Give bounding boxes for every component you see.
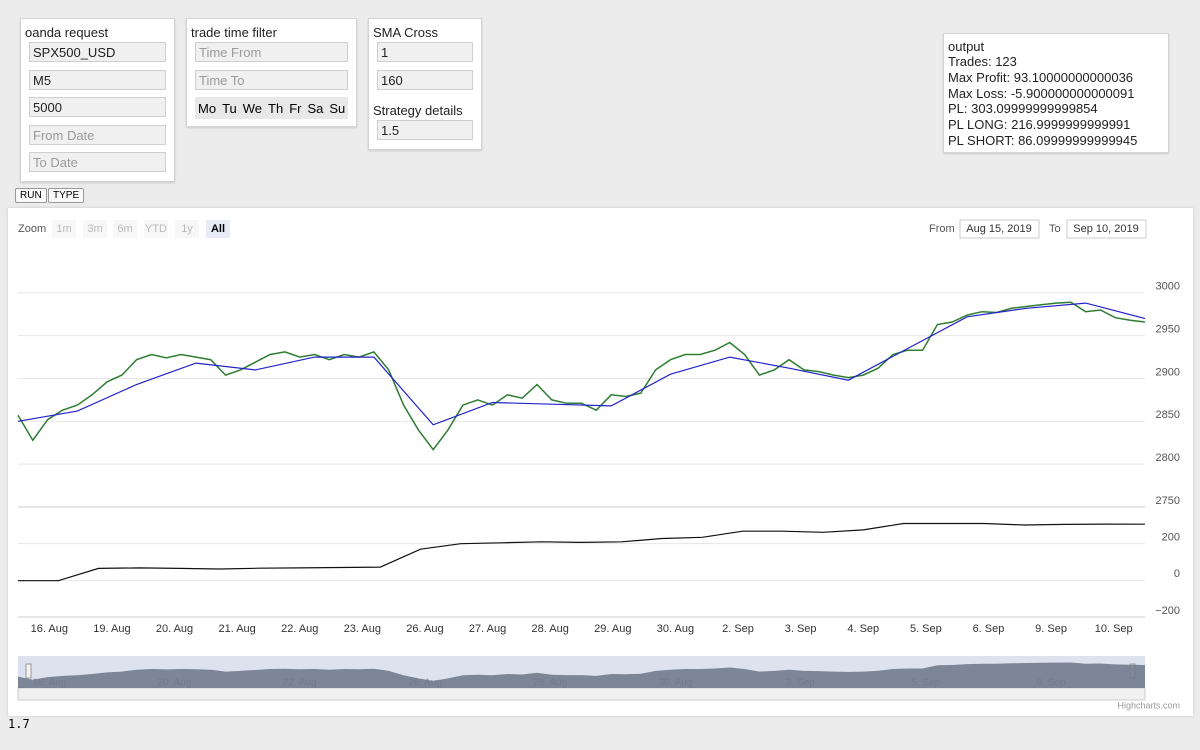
zoom-button[interactable] xyxy=(52,220,76,238)
y-tick-label: 2750 xyxy=(1156,495,1180,507)
zoom-button[interactable] xyxy=(206,220,230,238)
zoom-button-label[interactable]: 3m xyxy=(87,223,102,235)
input[interactable]: 5000 xyxy=(29,97,166,117)
y-tick-label: 3000 xyxy=(1156,281,1180,293)
input[interactable]: 1 xyxy=(377,42,473,62)
day[interactable]: We xyxy=(242,100,263,116)
oanda-panel: oanda request SPX500_USD M5 5000 From Da… xyxy=(20,18,175,182)
input[interactable]: From Date xyxy=(29,125,166,145)
panel-title: oanda request xyxy=(25,25,109,40)
output-line: PL SHORT: 86.09999999999945 xyxy=(948,133,1138,148)
credit: Highcharts.com xyxy=(1117,700,1180,710)
y-tick-label: 2950 xyxy=(1156,324,1180,336)
output-line: Max Profit: 93.10000000000036 xyxy=(948,70,1134,85)
y-tick-label: 2900 xyxy=(1156,366,1180,378)
output-line: Max Loss: -5.900000000000091 xyxy=(948,86,1135,101)
zoom-button-label[interactable]: 6m xyxy=(117,223,132,235)
x-tick-label: 3. Sep xyxy=(785,623,817,635)
run-button[interactable]: RUN xyxy=(15,188,47,203)
output-line: PL: 303.09999999999854 xyxy=(948,101,1098,116)
zoom-button-label[interactable]: YTD xyxy=(145,223,167,235)
day[interactable]: Su xyxy=(329,100,346,116)
range-input[interactable]: Aug 15, 2019 xyxy=(966,223,1031,235)
x-tick-label: 21. Aug xyxy=(218,623,255,635)
y-tick-label: 2850 xyxy=(1156,409,1180,421)
zoom-button[interactable] xyxy=(113,220,137,238)
day[interactable]: Fr xyxy=(289,100,302,116)
zoom-button-label[interactable]: 1m xyxy=(56,223,71,235)
output-line: PL LONG: 216.9999999999991 xyxy=(948,117,1131,132)
y-tick-label: −200 xyxy=(1155,605,1180,617)
day[interactable]: Mo xyxy=(198,100,217,116)
x-tick-label: 27. Aug xyxy=(469,623,506,635)
panel-title: Strategy details xyxy=(373,103,463,118)
range-input-box[interactable] xyxy=(959,219,1040,239)
navigator-handle[interactable] xyxy=(25,663,32,679)
day[interactable]: Th xyxy=(268,100,284,116)
x-tick-label: 20. Aug xyxy=(156,623,193,635)
day[interactable]: Sa xyxy=(307,100,324,116)
x-tick-label: 5. Sep xyxy=(910,623,942,635)
range-label: To xyxy=(1049,223,1061,235)
zoom-button-label[interactable]: 1y xyxy=(181,223,193,235)
input[interactable]: M5 xyxy=(29,70,166,90)
x-tick-label: 22. Aug xyxy=(281,623,318,635)
x-tick-label: 28. Aug xyxy=(532,623,569,635)
input[interactable]: To Date xyxy=(29,152,166,172)
series-line xyxy=(18,522,1146,582)
y-tick-label: 0 xyxy=(1174,568,1180,580)
zoom-button-label[interactable]: All xyxy=(211,223,225,235)
y-tick-label: 200 xyxy=(1162,532,1180,544)
sma-panel: SMA Cross 1 160 Strategy details 1.5 xyxy=(368,18,482,150)
x-tick-label: 19. Aug xyxy=(93,623,130,635)
panel-title: output xyxy=(948,39,985,54)
scrollbar[interactable] xyxy=(17,687,1146,701)
y-tick-label: 2800 xyxy=(1156,452,1180,464)
x-tick-label: 2. Sep xyxy=(722,623,754,635)
zoom-button[interactable] xyxy=(83,220,107,238)
range-label: From xyxy=(929,223,955,235)
day[interactable]: Tu xyxy=(222,100,237,116)
output-panel: output Trades: 123 Max Profit: 93.100000… xyxy=(943,33,1169,153)
x-tick-label: 30. Aug xyxy=(657,623,694,635)
type-button[interactable]: TYPE xyxy=(48,188,85,203)
x-tick-label: 4. Sep xyxy=(847,623,879,635)
x-tick-label: 9. Sep xyxy=(1035,623,1067,635)
series-line xyxy=(17,301,1146,451)
panel-title: SMA Cross xyxy=(373,25,439,40)
x-tick-label: 29. Aug xyxy=(594,623,631,635)
x-tick-label: 26. Aug xyxy=(406,623,443,635)
navigator-area xyxy=(18,662,1145,688)
output-line: Trades: 123 xyxy=(948,54,1017,69)
x-tick-label: 10. Sep xyxy=(1095,623,1133,635)
chart: Zoom From Aug 15, 2019 To Sep 10, 2019 1… xyxy=(17,219,1180,710)
trade-filter-panel: trade time filter Time From Time To Mo T… xyxy=(186,18,357,127)
footer: 1.7 xyxy=(8,717,30,731)
input[interactable]: 1.5 xyxy=(377,120,473,140)
panel-title: trade time filter xyxy=(191,25,277,40)
input[interactable]: SPX500_USD xyxy=(29,42,166,62)
range-input[interactable]: Sep 10, 2019 xyxy=(1073,223,1138,235)
input[interactable]: 160 xyxy=(377,70,473,90)
day-selector: Mo Tu We Th Fr Sa Su xyxy=(195,97,348,119)
input[interactable]: Time From xyxy=(195,42,348,62)
input[interactable]: Time To xyxy=(195,70,348,90)
chart-container: Zoom From Aug 15, 2019 To Sep 10, 2019 1… xyxy=(8,208,1193,716)
x-tick-label: 23. Aug xyxy=(344,623,381,635)
zoom-button[interactable] xyxy=(175,220,199,238)
x-tick-label: 6. Sep xyxy=(973,623,1005,635)
series-line xyxy=(17,302,1146,426)
zoom-label: Zoom xyxy=(18,223,46,235)
x-tick-label: 16. Aug xyxy=(31,623,68,635)
zoom-button[interactable] xyxy=(144,220,168,238)
range-input-box[interactable] xyxy=(1066,219,1147,239)
